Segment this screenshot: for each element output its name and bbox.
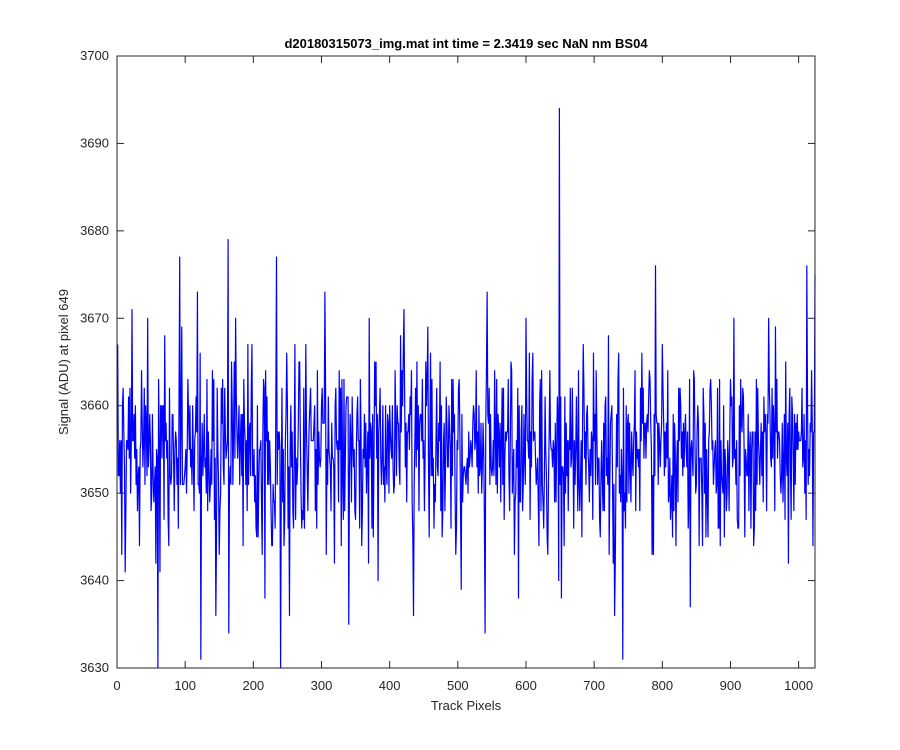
y-axis: 3630 3640 3650 3660 3670 3680 3690 3700 — [80, 48, 815, 675]
axes-box — [116, 55, 816, 669]
plot-area — [117, 56, 815, 668]
y-tick-label: 3670 — [80, 310, 109, 325]
signal-line — [117, 107, 816, 669]
x-tick-label: 700 — [583, 678, 605, 693]
x-tick-label: 0 — [113, 678, 120, 693]
x-tick-label: 200 — [242, 678, 264, 693]
x-tick-label: 500 — [447, 678, 469, 693]
y-tick-label: 3680 — [80, 223, 109, 238]
chart-title: d20180315073_img.mat int time = 2.3419 s… — [284, 36, 648, 51]
y-tick-label: 3660 — [80, 398, 109, 413]
x-tick-label: 100 — [174, 678, 196, 693]
x-tick-label: 600 — [515, 678, 537, 693]
data-layer — [117, 107, 816, 669]
x-tick-label: 400 — [379, 678, 401, 693]
y-tick-label: 3640 — [80, 573, 109, 588]
x-tick-label: 1000 — [784, 678, 813, 693]
y-tick-label: 3690 — [80, 135, 109, 150]
x-axis: 0 100 200 300 400 500 600 700 800 900 1000 — [113, 56, 813, 693]
y-tick-label: 3700 — [80, 48, 109, 63]
x-axis-title: Track Pixels — [431, 698, 502, 713]
y-tick-label: 3650 — [80, 485, 109, 500]
x-tick-label: 300 — [311, 678, 333, 693]
x-tick-label: 800 — [651, 678, 673, 693]
x-tick-label: 900 — [720, 678, 742, 693]
y-axis-title: Signal (ADU) at pixel 649 — [56, 289, 71, 435]
y-tick-label: 3630 — [80, 660, 109, 675]
